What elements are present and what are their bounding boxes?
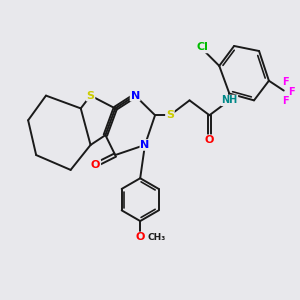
Text: N: N	[140, 140, 150, 150]
Text: F: F	[283, 76, 289, 87]
Text: NH: NH	[221, 95, 238, 105]
Text: F: F	[283, 96, 289, 106]
Text: CH₃: CH₃	[147, 233, 166, 242]
Text: F: F	[288, 87, 295, 97]
Text: O: O	[91, 160, 100, 170]
Text: O: O	[136, 232, 145, 242]
Text: Cl: Cl	[197, 43, 209, 52]
Text: O: O	[205, 135, 214, 145]
Text: S: S	[166, 110, 174, 120]
Text: N: N	[130, 91, 140, 100]
Text: S: S	[87, 91, 94, 100]
